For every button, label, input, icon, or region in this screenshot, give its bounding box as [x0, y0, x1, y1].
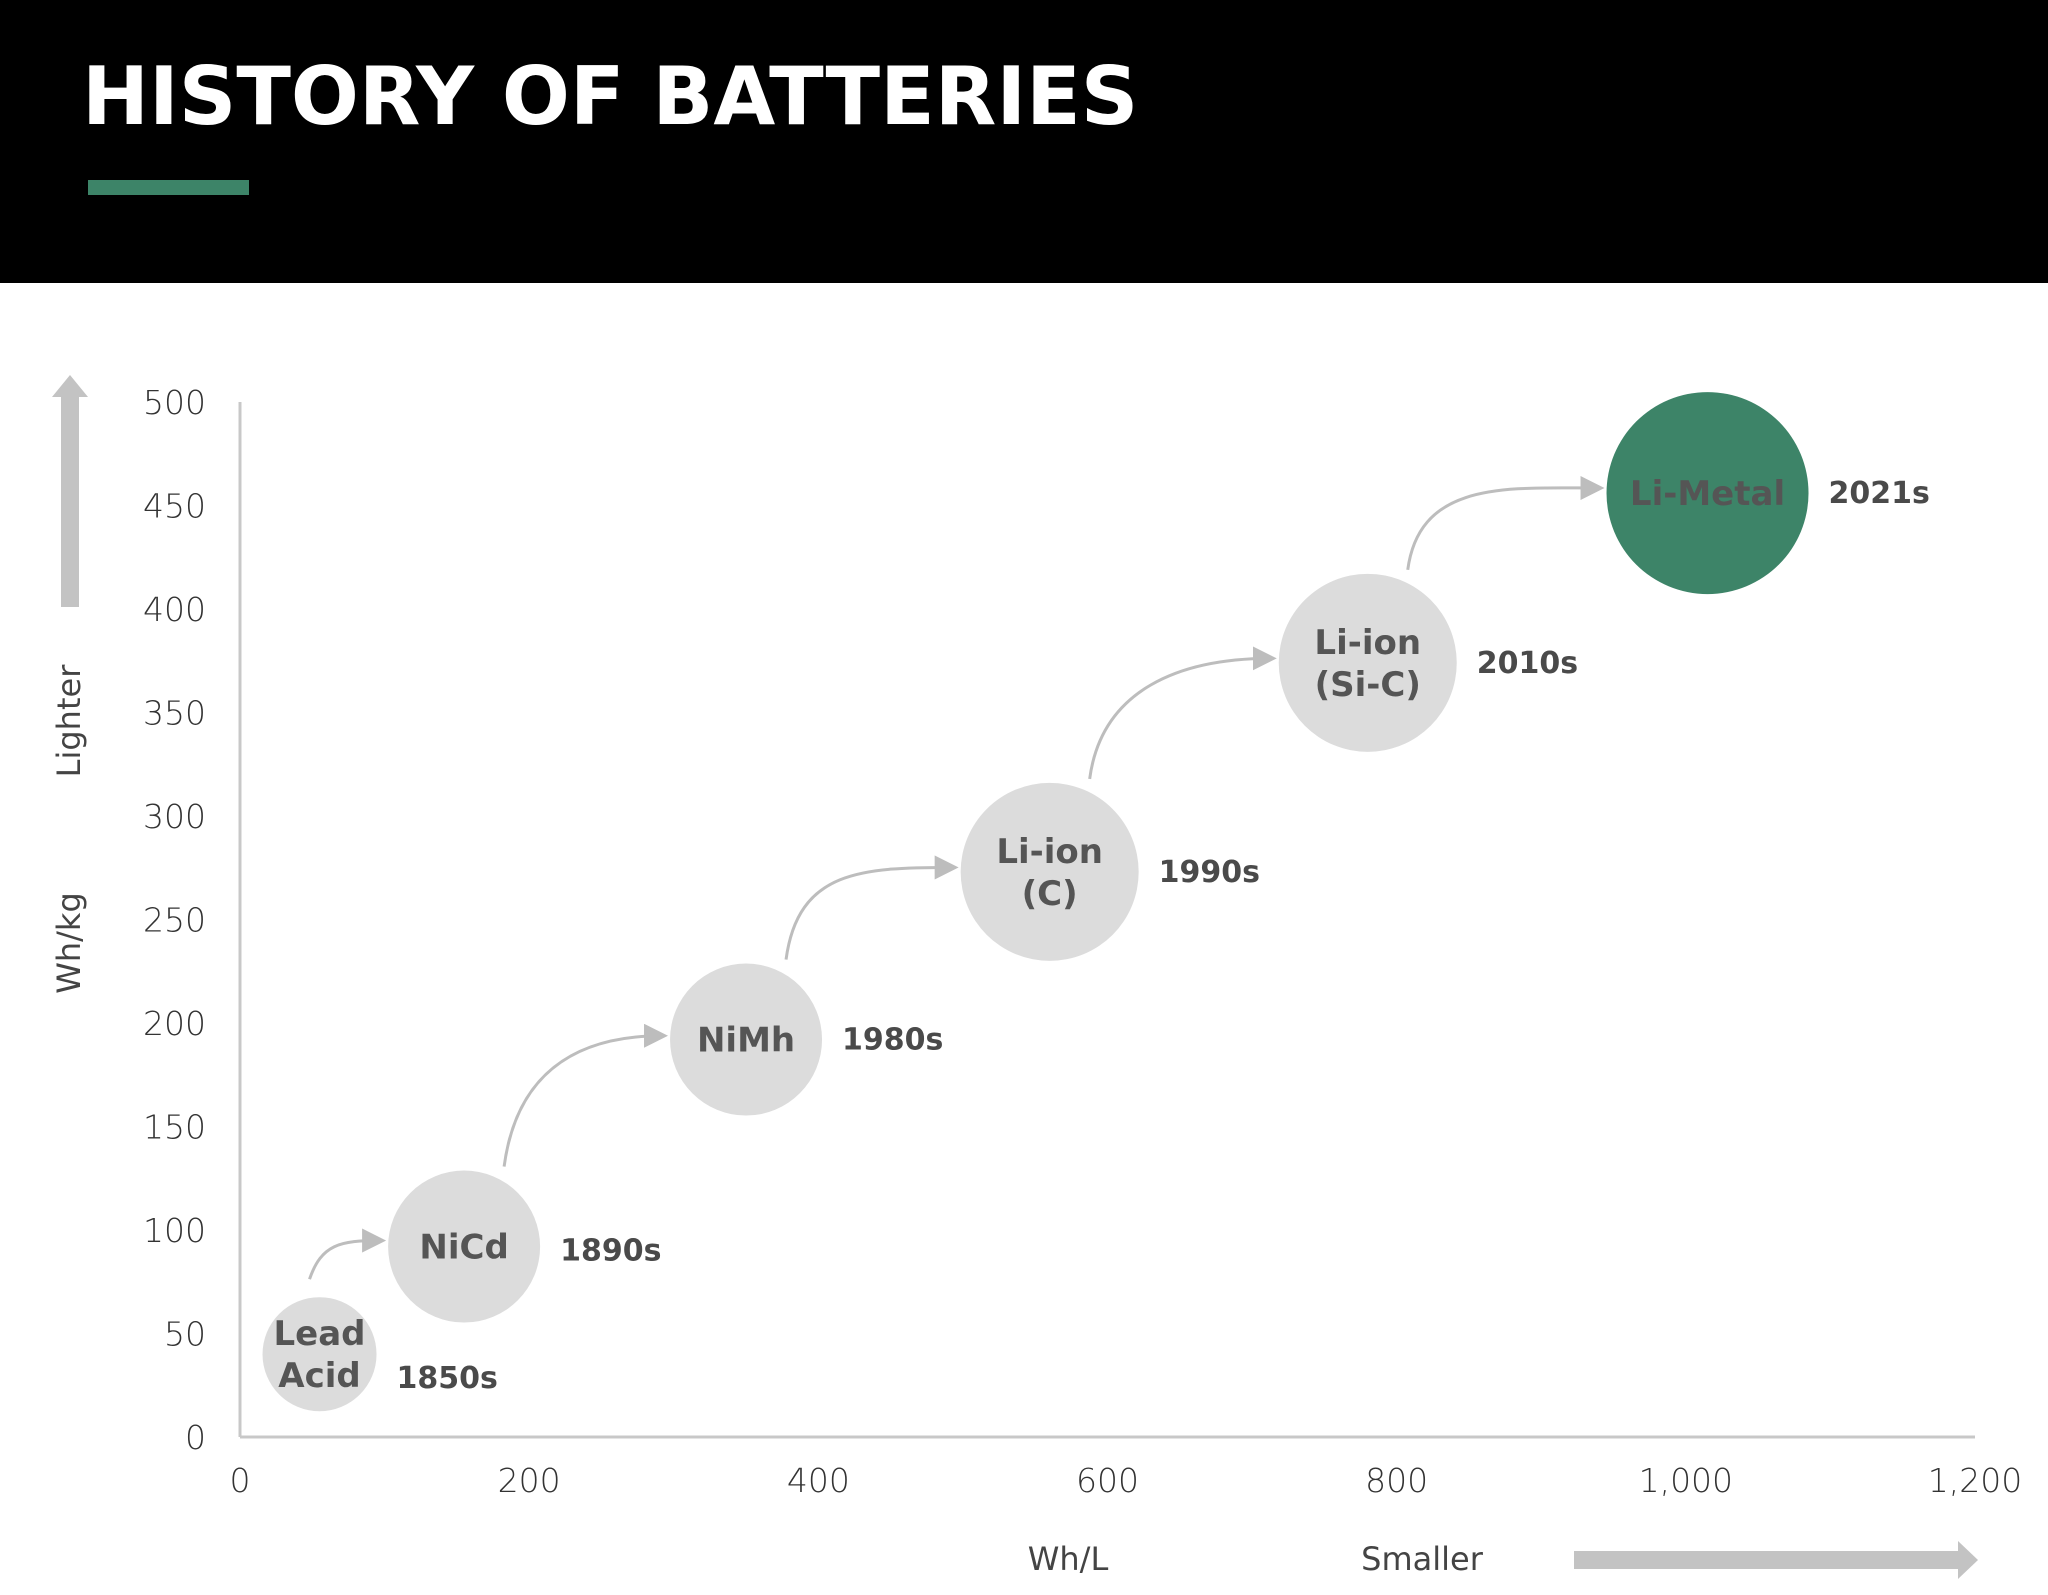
bubble-label: NiCd	[419, 1228, 508, 1268]
progression-arrow	[308, 1228, 387, 1280]
x-direction-label: Smaller	[1361, 1540, 1484, 1578]
battery-bubble: Li-ion(C) 1990s	[960, 782, 1260, 961]
battery-bubble: Li-ion(Si-C) 2010s	[1278, 573, 1578, 752]
bubble-label: Lead	[274, 1314, 366, 1354]
bubble-label: Li-ion	[996, 832, 1103, 872]
y-tick-label: 200	[143, 1004, 206, 1043]
y-tick-label: 100	[143, 1211, 206, 1250]
progression-arrow	[1406, 476, 1605, 571]
y-tick-label: 250	[143, 901, 206, 940]
bubble-marker	[1278, 573, 1457, 752]
bubble-label: Acid	[278, 1356, 360, 1396]
y-tick-label: 300	[143, 797, 206, 836]
y-tick-label: 150	[143, 1108, 206, 1147]
year-label: 1980s	[842, 1023, 943, 1058]
bubble-label: Li-Metal	[1630, 474, 1785, 514]
title-underline	[88, 180, 249, 195]
progression-arrow	[1088, 646, 1277, 780]
year-label: 2010s	[1477, 646, 1578, 681]
bubble-marker	[670, 963, 823, 1116]
x-tick-label: 600	[1076, 1461, 1139, 1500]
battery-bubble: NiMh 1980s	[670, 963, 943, 1116]
progression-arrow	[502, 1023, 669, 1167]
y-tick-label: 400	[143, 590, 206, 629]
bubble-label: Li-ion	[1314, 623, 1421, 663]
x-axis-label: Wh/L	[1028, 1540, 1109, 1578]
y-tick-label: 50	[164, 1315, 206, 1354]
x-tick-label: 1,000	[1639, 1461, 1733, 1500]
x-tick-label: 200	[498, 1461, 561, 1500]
y-direction-label: Lighter	[50, 664, 88, 778]
bubble-marker	[1606, 392, 1809, 595]
bubble-label: NiMh	[697, 1021, 795, 1061]
year-label: 2021s	[1829, 476, 1930, 511]
x-tick-label: 0	[230, 1461, 251, 1500]
page-title: HISTORY OF BATTERIES	[82, 50, 1138, 143]
x-tick-label: 800	[1365, 1461, 1428, 1500]
y-tick-label: 350	[143, 694, 206, 733]
y-tick-label: 450	[143, 487, 206, 526]
x-tick-label: 1,200	[1928, 1461, 2022, 1500]
y-tick-label: 0	[185, 1418, 206, 1457]
header-band	[0, 0, 2048, 283]
year-label: 1850s	[397, 1361, 498, 1396]
year-label: 1990s	[1159, 855, 1260, 890]
battery-bubble: Li-Metal 2021s	[1606, 392, 1930, 595]
bubble-marker	[262, 1297, 377, 1412]
bubble-label: (Si-C)	[1315, 665, 1421, 705]
bubble-marker	[960, 782, 1139, 961]
bubble-label: (C)	[1022, 874, 1078, 914]
y-tick-label: 500	[143, 383, 206, 422]
lighter-up-arrow-icon	[52, 375, 88, 607]
y-axis-label: Wh/kg	[50, 892, 88, 994]
smaller-right-arrow-icon	[1574, 1541, 1978, 1579]
x-tick-label: 400	[787, 1461, 850, 1500]
bubble-marker	[388, 1170, 541, 1323]
progression-arrow	[784, 855, 959, 960]
year-label: 1890s	[560, 1234, 661, 1269]
battery-bubble: NiCd 1890s	[388, 1170, 661, 1323]
